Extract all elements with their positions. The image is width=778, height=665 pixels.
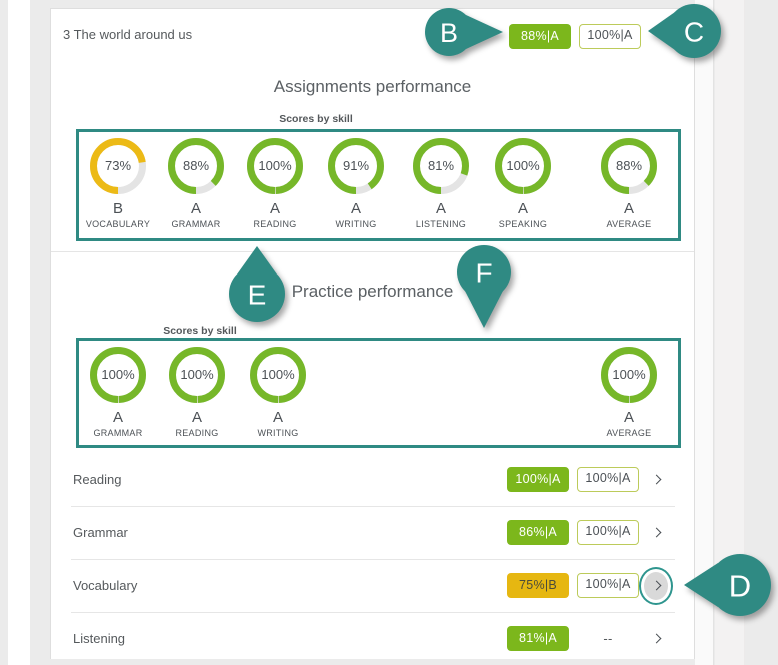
row-expand-chevron-button[interactable]: [644, 625, 668, 653]
donut-skill-label: READING: [175, 428, 219, 438]
donut-skill-label: SPEAKING: [498, 219, 548, 229]
practice-performance-heading: Practice performance: [291, 282, 454, 301]
donut-gauge: [601, 138, 657, 194]
skill-donut-average: 88% A AVERAGE: [589, 138, 669, 229]
donut-skill-label: LISTENING: [415, 219, 467, 229]
skill-row-vocabulary[interactable]: Vocabulary 75%|B 100%|A: [51, 559, 694, 612]
skill-row-label: Listening: [73, 631, 126, 646]
donut-gauge: [328, 138, 384, 194]
assignment-score-badge: 86%|A: [507, 520, 569, 545]
assignments-performance-heading: Assignments performance: [273, 77, 472, 96]
unit-performance-card: 3 The world around us 88%|A 100%|A Assig…: [50, 8, 695, 659]
donut-gauge: [495, 138, 551, 194]
donut-percent-value: 88%: [182, 158, 210, 173]
donut-skill-label: WRITING: [257, 428, 299, 438]
unit-header-row[interactable]: 3 The world around us 88%|A 100%|A: [51, 9, 694, 65]
donut-grade-letter: B: [112, 200, 123, 217]
donut-gauge: [169, 347, 225, 403]
chevron-right-icon: [651, 580, 661, 591]
donut-percent-value: 100%: [506, 158, 540, 173]
right-background-strip: [695, 0, 714, 665]
skill-donut-reading: 100% A READING: [235, 138, 315, 229]
chevron-right-icon: [651, 633, 661, 644]
donut-skill-label: GRAMMAR: [93, 428, 143, 438]
skill-donut-writing: 91% A WRITING: [316, 138, 396, 229]
donut-percent-value: 73%: [104, 158, 132, 173]
assignment-score-badge: 100%|A: [507, 467, 569, 492]
skill-rows-list: Reading 100%|A 100%|A Grammar 86%|A 100%|A Voc…: [51, 453, 694, 659]
skill-donut-speaking: 100% A SPEAKING: [483, 138, 563, 229]
skill-donut-grammar: 88% A GRAMMAR: [156, 138, 236, 229]
donut-percent-value: 100%: [101, 367, 135, 382]
row-expand-chevron-button[interactable]: [644, 519, 668, 547]
chevron-highlight-ring[interactable]: [644, 571, 668, 600]
skill-row-reading[interactable]: Reading 100%|A 100%|A: [51, 453, 694, 506]
skill-donut-vocabulary: 73% B VOCABULARY: [78, 138, 158, 229]
skill-row-label: Vocabulary: [73, 578, 138, 593]
right-background-strip-outer: [715, 0, 745, 665]
practice-score-badge: --: [603, 631, 613, 646]
donut-gauge: [90, 138, 146, 194]
donut-grade-letter: A: [435, 200, 446, 217]
donut-percent-value: 88%: [615, 158, 643, 173]
practice-scores-by-skill-label: Scores by skill: [163, 325, 237, 337]
donut-percent-value: 100%: [612, 367, 646, 382]
chevron-right-icon: [651, 474, 661, 485]
skill-donut-writing: 100% A WRITING: [238, 347, 318, 438]
skill-row-grammar[interactable]: Grammar 86%|A 100%|A: [51, 506, 694, 559]
skill-donut-average: 100% A AVERAGE: [589, 347, 669, 438]
donut-gauge: [247, 138, 303, 194]
donut-percent-value: 81%: [427, 158, 455, 173]
donut-skill-label: AVERAGE: [606, 428, 652, 438]
donut-gauge: [250, 347, 306, 403]
donut-skill-label: VOCABULARY: [85, 219, 151, 229]
donut-gauge: [413, 138, 469, 194]
row-expand-chevron-button[interactable]: [644, 466, 668, 494]
donut-grade-letter: A: [272, 409, 283, 426]
chevron-right-icon: [651, 527, 661, 538]
donut-gauge: [90, 347, 146, 403]
donut-grade-letter: A: [350, 200, 361, 217]
donut-percent-value: 100%: [180, 367, 214, 382]
skill-row-label: Grammar: [73, 525, 128, 540]
donut-skill-label: AVERAGE: [606, 219, 652, 229]
skill-row-label: Reading: [73, 472, 122, 487]
donut-gauge: [601, 347, 657, 403]
assignment-score-badge: 75%|B: [507, 573, 569, 598]
unit-title: 3 The world around us: [63, 27, 193, 42]
donut-grade-letter: A: [517, 200, 528, 217]
practice-score-badge: 100%|A: [577, 573, 639, 598]
unit-assignment-score-badge: 88%|A: [509, 24, 571, 49]
skill-row-listening[interactable]: Listening 81%|A --: [51, 612, 694, 659]
donut-percent-value: 91%: [342, 158, 370, 173]
donut-percent-value: 100%: [261, 367, 295, 382]
section-divider: [51, 251, 694, 252]
assignment-score-badge: 81%|A: [507, 626, 569, 651]
left-panel-strip: [8, 0, 30, 665]
donut-percent-value: 100%: [258, 158, 292, 173]
assignments-scores-by-skill-label: Scores by skill: [279, 113, 353, 125]
practice-scores-box: 100% A GRAMMAR 100% A READING 100% A WRITING 100%…: [76, 338, 681, 448]
donut-grade-letter: A: [623, 409, 634, 426]
skill-donut-reading: 100% A READING: [157, 347, 237, 438]
practice-score-badge: 100%|A: [577, 520, 639, 545]
assignments-scores-box: 73% B VOCABULARY 88% A GRAMMAR 100% A READING 91%…: [76, 129, 681, 241]
skill-donut-listening: 81% A LISTENING: [401, 138, 481, 229]
unit-practice-score-badge: 100%|A: [579, 24, 641, 49]
donut-skill-label: WRITING: [335, 219, 377, 229]
donut-grade-letter: A: [190, 200, 201, 217]
donut-gauge: [168, 138, 224, 194]
donut-grade-letter: A: [191, 409, 202, 426]
donut-skill-label: READING: [253, 219, 297, 229]
donut-grade-letter: A: [623, 200, 634, 217]
donut-grade-letter: A: [112, 409, 123, 426]
donut-skill-label: GRAMMAR: [171, 219, 221, 229]
row-expand-chevron-button[interactable]: [644, 571, 668, 600]
skill-donut-grammar: 100% A GRAMMAR: [78, 347, 158, 438]
donut-grade-letter: A: [269, 200, 280, 217]
practice-score-badge: 100%|A: [577, 467, 639, 492]
